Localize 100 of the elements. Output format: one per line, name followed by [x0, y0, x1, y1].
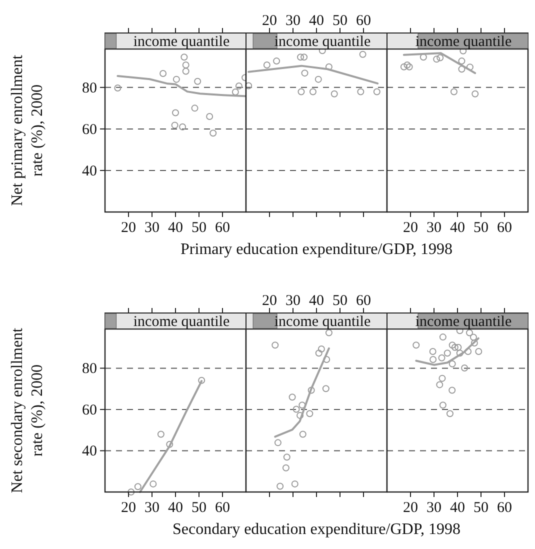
chart-title: income quantile — [274, 34, 371, 50]
x-tick-label: 20 — [121, 220, 136, 236]
x-tick-label: 30 — [426, 220, 442, 236]
point — [134, 483, 142, 490]
point — [282, 464, 290, 472]
point — [325, 329, 332, 336]
x-tick-label: 50 — [192, 220, 206, 236]
point — [198, 376, 206, 384]
chart-title: income quantile — [415, 34, 512, 50]
point — [232, 88, 239, 96]
point — [194, 78, 202, 85]
point — [412, 342, 420, 349]
point — [182, 61, 190, 68]
point — [436, 381, 444, 388]
point — [160, 70, 167, 77]
point — [291, 480, 298, 488]
point — [206, 112, 214, 120]
x-tick-label: 50 — [192, 500, 206, 516]
point — [245, 82, 252, 90]
chart-title: income quantile — [133, 314, 230, 330]
x-tick-label: 40 — [309, 13, 324, 29]
x-tick-label: 60 — [356, 293, 371, 309]
x-tick-label: 60 — [215, 500, 230, 516]
point — [466, 329, 473, 336]
point — [448, 386, 456, 394]
point — [299, 430, 306, 438]
point — [301, 70, 308, 77]
point — [323, 356, 330, 364]
point — [114, 84, 122, 92]
point — [263, 61, 270, 68]
point — [472, 90, 479, 98]
point — [298, 402, 306, 409]
point — [436, 54, 444, 62]
chart-title: income quantile — [415, 314, 512, 330]
x-tick-label: 20 — [121, 500, 136, 516]
x-tick-label: 40 — [168, 220, 183, 236]
point — [171, 122, 178, 129]
point — [404, 61, 411, 68]
point — [373, 88, 380, 96]
point — [359, 50, 366, 58]
point — [191, 104, 198, 112]
y-tick-label: 40 — [82, 163, 97, 180]
x-tick-label: 50 — [332, 13, 348, 29]
x-tick-label: 30 — [144, 500, 160, 516]
chart-title: income quantile — [133, 34, 230, 50]
y-tick-label: 60 — [82, 122, 97, 138]
x-tick-label: 30 — [286, 13, 300, 29]
point — [325, 63, 332, 70]
point — [446, 410, 454, 418]
x-tick-label: 40 — [309, 293, 324, 309]
x-tick-label: 40 — [450, 220, 465, 236]
x-tick-label: 20 — [262, 293, 277, 309]
point — [470, 334, 477, 341]
y-tick-label: 80 — [82, 80, 97, 96]
point — [456, 350, 464, 357]
point — [309, 88, 316, 96]
point — [306, 410, 314, 418]
point — [451, 344, 458, 351]
x-tick-label: 20 — [403, 220, 418, 236]
point — [272, 342, 279, 349]
point — [288, 394, 296, 401]
point — [450, 88, 458, 96]
point — [276, 482, 284, 490]
x-tick-label: 60 — [215, 220, 230, 236]
point — [454, 344, 462, 351]
point — [235, 82, 242, 90]
point — [438, 374, 446, 382]
point — [182, 68, 190, 75]
x-tick-label: 30 — [286, 293, 300, 309]
x-axis-title: Primary education expenditure/GDP, 1998 — [180, 241, 452, 258]
y-tick-label: 60 — [82, 402, 97, 418]
point — [172, 109, 179, 116]
point — [330, 90, 338, 98]
y-tick-label: 40 — [82, 444, 97, 460]
x-axis-title: Secondary education expenditure/GDP, 1998 — [172, 521, 460, 538]
point — [322, 385, 330, 392]
point — [448, 342, 456, 349]
x-tick-label: 50 — [474, 500, 488, 516]
point — [296, 412, 304, 419]
x-tick-label: 60 — [497, 500, 512, 516]
point — [461, 364, 468, 372]
point — [439, 402, 446, 409]
x-tick-label: 60 — [356, 13, 371, 29]
point — [172, 76, 180, 83]
point — [429, 348, 436, 355]
point — [433, 56, 440, 63]
point — [400, 63, 408, 70]
point — [180, 54, 188, 61]
point — [157, 430, 164, 438]
point — [297, 54, 304, 61]
line-series — [116, 74, 246, 98]
x-tick-label: 50 — [332, 293, 348, 309]
point — [438, 354, 446, 362]
point — [128, 488, 135, 496]
x-tick-label: 20 — [403, 500, 418, 516]
point — [458, 66, 466, 73]
point — [357, 88, 364, 96]
point — [448, 360, 456, 368]
x-tick-label: 30 — [426, 500, 442, 516]
x-tick-label: 40 — [168, 500, 183, 516]
